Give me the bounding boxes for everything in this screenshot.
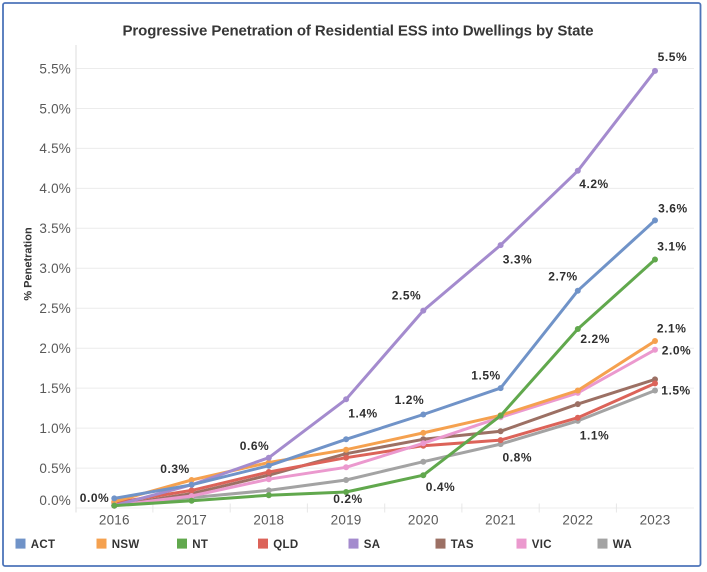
svg-text:ACT: ACT — [31, 539, 56, 551]
svg-text:2.2%: 2.2% — [580, 332, 610, 346]
svg-text:0.0%: 0.0% — [80, 491, 110, 505]
svg-text:3.0%: 3.0% — [39, 261, 71, 276]
svg-text:% Penetration: % Penetration — [23, 227, 35, 301]
svg-text:2023: 2023 — [640, 513, 671, 528]
svg-text:2.1%: 2.1% — [657, 321, 687, 335]
svg-text:3.1%: 3.1% — [657, 239, 687, 253]
svg-text:5.5%: 5.5% — [658, 50, 688, 64]
svg-text:0.2%: 0.2% — [333, 492, 363, 506]
svg-text:3.5%: 3.5% — [39, 221, 71, 236]
svg-text:2020: 2020 — [408, 513, 439, 528]
svg-text:5.0%: 5.0% — [39, 101, 71, 116]
svg-text:1.5%: 1.5% — [471, 369, 501, 383]
svg-text:2021: 2021 — [485, 513, 516, 528]
svg-text:2.7%: 2.7% — [548, 270, 578, 284]
svg-text:WA: WA — [613, 539, 632, 551]
svg-text:1.4%: 1.4% — [348, 406, 378, 420]
svg-text:Progressive Penetration of Res: Progressive Penetration of Residential E… — [122, 23, 593, 40]
svg-text:1.5%: 1.5% — [661, 383, 691, 397]
svg-text:4.0%: 4.0% — [39, 181, 71, 196]
svg-text:2016: 2016 — [99, 513, 130, 528]
svg-text:0.6%: 0.6% — [240, 439, 270, 453]
svg-text:2017: 2017 — [176, 513, 207, 528]
svg-text:0.3%: 0.3% — [160, 462, 190, 476]
svg-text:2022: 2022 — [562, 513, 593, 528]
svg-text:4.5%: 4.5% — [39, 141, 71, 156]
svg-text:2.5%: 2.5% — [39, 301, 71, 316]
svg-text:2.0%: 2.0% — [662, 343, 692, 357]
svg-text:1.0%: 1.0% — [39, 421, 71, 436]
svg-text:2019: 2019 — [331, 513, 362, 528]
svg-text:4.2%: 4.2% — [579, 177, 609, 191]
svg-text:3.3%: 3.3% — [503, 253, 533, 267]
svg-text:2.0%: 2.0% — [39, 341, 71, 356]
svg-text:1.2%: 1.2% — [395, 393, 425, 407]
svg-text:NT: NT — [192, 539, 208, 551]
svg-text:QLD: QLD — [273, 539, 298, 551]
svg-text:3.6%: 3.6% — [658, 201, 688, 215]
svg-text:TAS: TAS — [451, 539, 474, 551]
svg-text:2.5%: 2.5% — [392, 288, 422, 302]
svg-text:5.5%: 5.5% — [39, 61, 71, 76]
svg-text:VIC: VIC — [532, 539, 552, 551]
svg-text:SA: SA — [364, 539, 381, 551]
svg-text:0.4%: 0.4% — [426, 480, 456, 494]
svg-text:1.1%: 1.1% — [580, 428, 610, 442]
svg-text:1.5%: 1.5% — [39, 381, 71, 396]
svg-text:0.5%: 0.5% — [39, 461, 71, 476]
svg-text:0.0%: 0.0% — [39, 493, 71, 508]
svg-text:NSW: NSW — [112, 539, 140, 551]
svg-text:2018: 2018 — [253, 513, 284, 528]
svg-text:0.8%: 0.8% — [503, 451, 533, 465]
